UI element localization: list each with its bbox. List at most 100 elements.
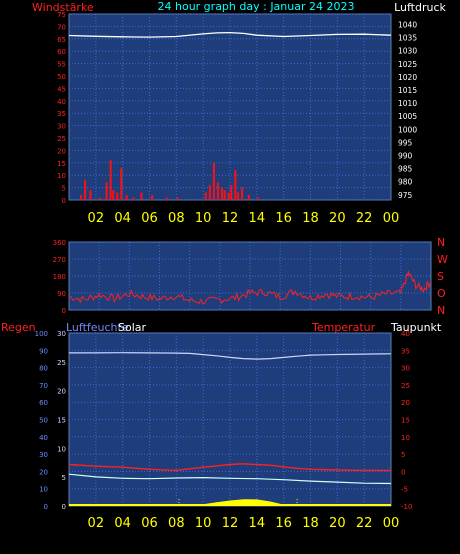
hour-tick-label: 04 [114, 516, 131, 531]
dewpoint-line [68, 473, 392, 485]
pressure-line [68, 31, 392, 38]
hour-tick-label: 18 [302, 211, 319, 226]
hour-tick-label: 16 [275, 516, 292, 531]
hour-tick-label: 06 [141, 516, 158, 531]
temperature-axis-tick: 25 [401, 382, 410, 390]
hour-tick-label: 00 [383, 516, 400, 531]
temperature-axis-tick: 35 [401, 347, 410, 355]
compass-label: O [437, 287, 446, 300]
hour-tick-label: 22 [356, 211, 373, 226]
wind-bar [112, 190, 115, 200]
wind-bar [116, 192, 119, 200]
wind-axis-tick: 15 [57, 160, 66, 168]
wind-axis-tick: 5 [62, 185, 66, 193]
wind-axis-tick: 35 [57, 110, 66, 118]
pressure-axis-tick: 1015 [398, 86, 417, 95]
pressure-axis-tick: 1035 [398, 34, 417, 43]
wind-bar [151, 195, 154, 200]
wind-bar [216, 182, 219, 200]
hour-tick-label: 14 [249, 516, 266, 531]
compass-label: S [437, 270, 444, 283]
wind-bar [247, 195, 250, 200]
wind-axis-tick: 65 [57, 36, 66, 44]
humidity-axis-tick: 20 [57, 388, 66, 396]
hour-tick-label: 16 [275, 211, 292, 226]
hour-tick-label: 12 [222, 516, 239, 531]
regen-axis-tick: 40 [39, 434, 48, 442]
humidity-axis-tick: 30 [57, 330, 66, 338]
direction-axis-tick: 90 [57, 290, 66, 298]
temperature-axis-tick: -5 [401, 486, 408, 494]
hour-tick-label: 08 [168, 211, 185, 226]
temperature-axis-tick: 40 [401, 330, 410, 338]
dewpoint-label: Taupunkt [390, 321, 442, 334]
direction-axis-tick: 180 [53, 273, 66, 281]
humidity-line [69, 352, 392, 360]
pressure-axis-tick: 975 [398, 191, 413, 200]
temperature-axis-tick: 20 [401, 399, 410, 407]
pressure-axis-tick: 985 [398, 165, 413, 174]
regen-axis-tick: 50 [39, 417, 48, 425]
temperature-axis-tick: 0 [401, 468, 405, 476]
wind-axis-tick: 10 [57, 172, 66, 180]
wind-axis-tick: 60 [57, 48, 66, 56]
wind-bar [241, 187, 244, 200]
pressure-axis-tick: 995 [398, 138, 413, 147]
wind-bar [257, 197, 260, 200]
temperature-line [68, 463, 391, 472]
wind-bar [165, 197, 168, 200]
wind-bar [223, 190, 226, 200]
wind-axis-tick: 45 [57, 85, 66, 93]
humidity-axis-tick: 5 [62, 474, 66, 482]
hour-tick-label: 02 [88, 516, 105, 531]
wind-bar [109, 160, 112, 200]
wind-bar [230, 185, 233, 200]
right-axis-title: Luftdruck [394, 1, 446, 14]
humidity-axis-tick: 25 [57, 359, 66, 367]
solar-label: Solar [118, 321, 147, 334]
wind-bar [98, 197, 101, 200]
left-axis-title: Windstärke [32, 1, 94, 14]
hour-tick-label: 06 [141, 211, 158, 226]
hour-tick-label: 14 [249, 211, 266, 226]
wind-bar [237, 192, 240, 200]
compass-label: N [437, 304, 445, 317]
regen-axis-tick: 80 [39, 365, 48, 373]
regen-axis-tick: 30 [39, 451, 48, 459]
regen-axis-tick: 60 [39, 399, 48, 407]
humidity-axis-tick: 0 [62, 503, 66, 511]
humidity-axis-tick: 10 [57, 445, 66, 453]
temperature-axis-tick: 10 [401, 434, 410, 442]
chart-title: 24 hour graph day : Januar 24 2023 [158, 0, 355, 13]
wind-bar [176, 197, 179, 200]
regen-axis-tick: 0 [44, 503, 48, 511]
wind-direction-line [68, 270, 432, 305]
hour-tick-label: 02 [88, 211, 105, 226]
regen-axis-tick: 70 [39, 382, 48, 390]
regen-axis-tick: 100 [35, 330, 48, 338]
wind-bar [80, 195, 83, 200]
wind-bar [132, 197, 135, 200]
wind-bar [220, 187, 223, 200]
wind-axis-tick: 70 [57, 23, 66, 31]
direction-axis-tick: 270 [53, 256, 66, 264]
wind-axis-tick: 20 [57, 147, 66, 155]
regen-axis-tick: 90 [39, 347, 48, 355]
wind-bar [212, 162, 215, 200]
wind-axis-tick: 50 [57, 73, 66, 81]
wind-axis-tick: 75 [57, 11, 66, 19]
regen-axis-tick: 10 [39, 486, 48, 494]
hour-tick-label: 20 [329, 516, 346, 531]
hour-tick-label: 08 [168, 516, 185, 531]
wind-bar [204, 192, 207, 200]
direction-axis-tick: 360 [53, 239, 66, 247]
pressure-axis-tick: 1020 [398, 73, 417, 82]
pressure-axis-tick: 1005 [398, 112, 417, 121]
hour-tick-label: 12 [222, 211, 239, 226]
hour-tick-label: 04 [114, 211, 131, 226]
humidity-label: Luftfeuchte [66, 321, 129, 334]
temperature-axis-tick: 15 [401, 417, 410, 425]
wind-bar [227, 192, 230, 200]
wind-bar [140, 192, 143, 200]
